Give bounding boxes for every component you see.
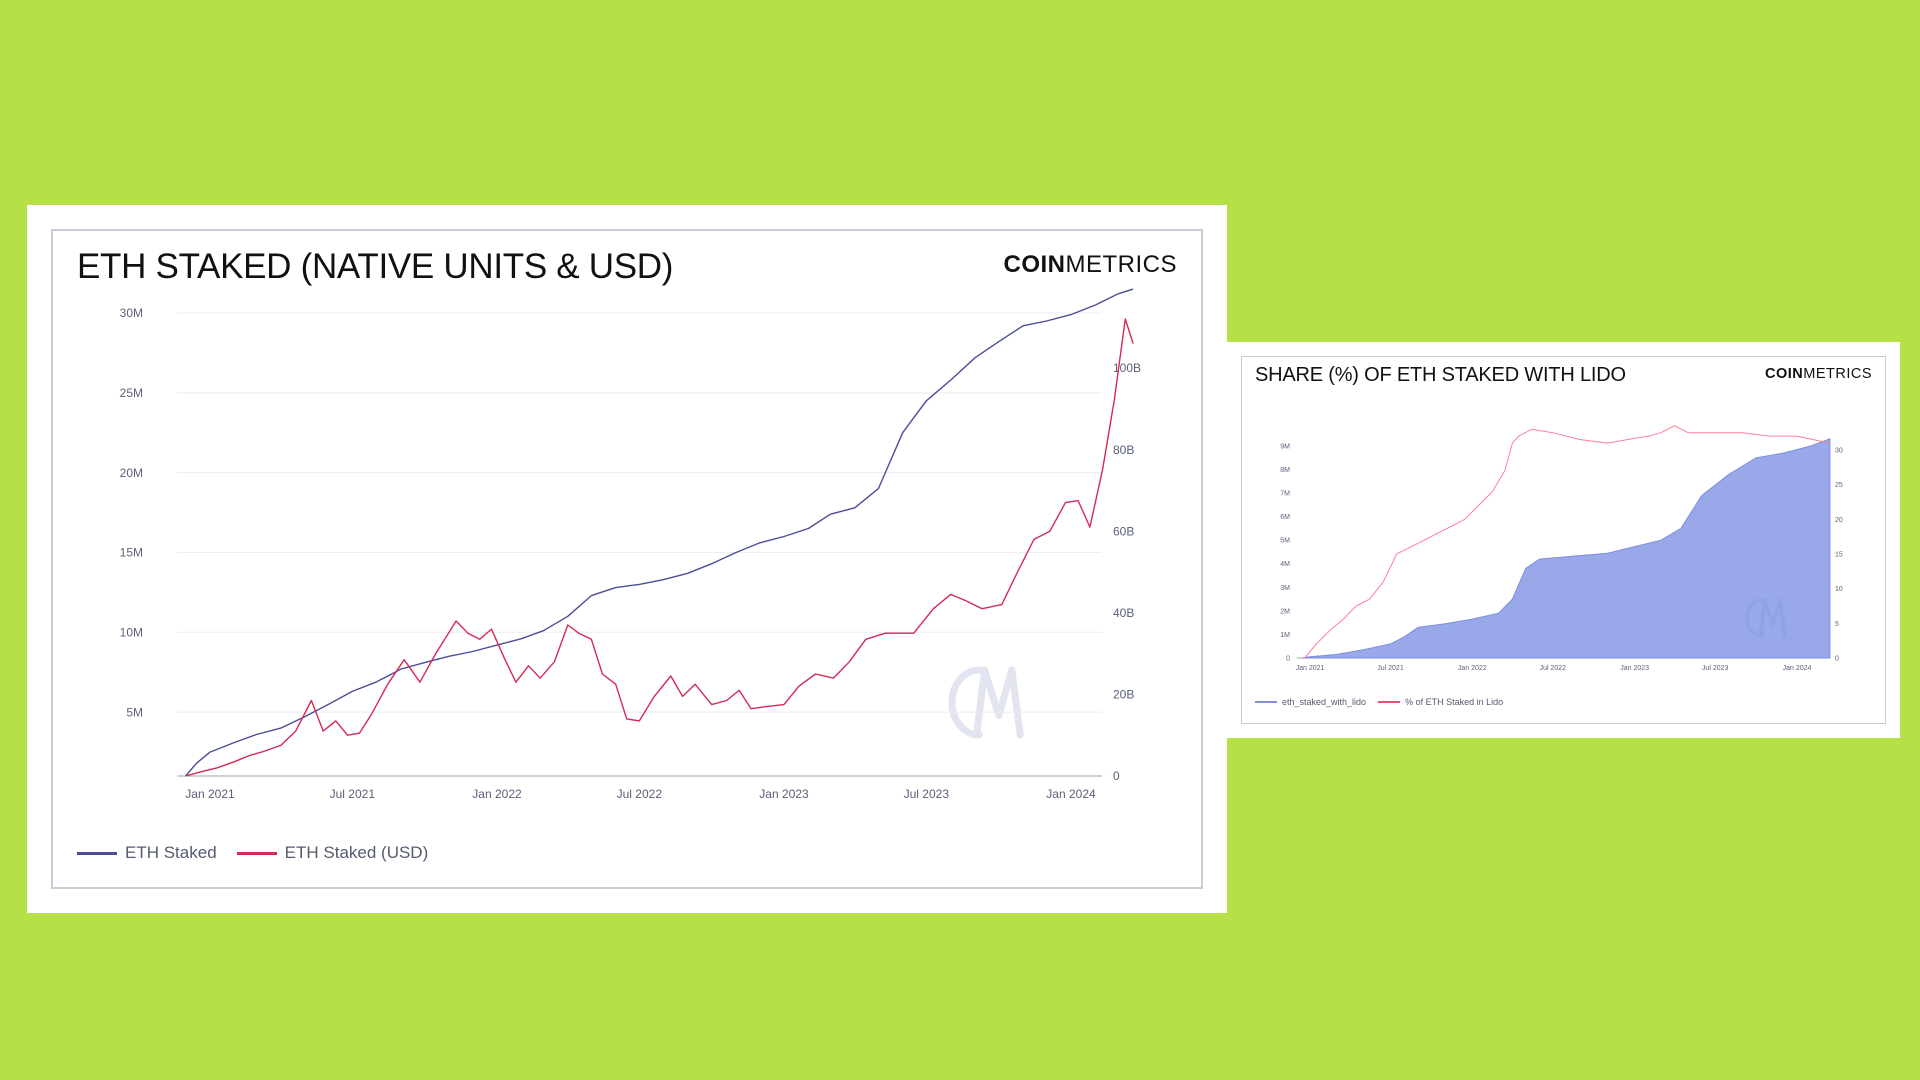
x-tick-label: Jan 2021 <box>185 787 235 801</box>
y-left-tick-label: 6M <box>1280 514 1290 521</box>
y-right-tick-label: 80B <box>1113 443 1134 457</box>
y-right-tick-label: 15 <box>1835 551 1843 558</box>
legend-swatch-pct-eth-staked-in-lido <box>1378 701 1401 703</box>
chart-title: ETH STAKED (NATIVE UNITS & USD) <box>77 247 674 286</box>
series-line-eth-staked <box>185 288 1134 777</box>
y-left-tick-label: 1M <box>1280 632 1290 639</box>
y-right-tick-label: 0 <box>1835 655 1839 662</box>
series-area-eth-staked-with-lido <box>1302 438 1831 659</box>
y-right-tick-label: 10 <box>1835 586 1843 593</box>
logo-regular-text: METRICS <box>1803 366 1872 382</box>
legend-item-eth-staked: ETH Staked <box>77 843 217 863</box>
legend-swatch-eth-staked <box>77 851 117 855</box>
coinmetrics-logo: COINMETRICS <box>1004 251 1178 279</box>
logo-bold-text: COIN <box>1003 251 1066 278</box>
y-right-tick-label: 40B <box>1113 606 1134 620</box>
y-left-tick-label: 8M <box>1280 467 1290 474</box>
cm-watermark-icon <box>948 666 1024 739</box>
chart-title: SHARE (%) OF ETH STAKED WITH LIDO <box>1255 364 1626 386</box>
legend-label-eth-staked-with-lido: eth_staked_with_lido <box>1282 697 1367 707</box>
eth-staked-plot: 5M 10M 15M 20M 25M 30M 0 20B 40B 60B 80B 100B Jan 20… <box>120 288 1141 801</box>
legend-item-eth-staked-with-lido: eth_staked_with_lido <box>1255 697 1366 707</box>
chart-frame <box>51 229 1203 889</box>
y-right-tick-label: 100B <box>1113 361 1141 375</box>
eth-staked-chart-card: ETH STAKED (NATIVE UNITS & USD) COINMETR… <box>27 205 1227 913</box>
x-tick-label: Jan 2023 <box>759 787 809 801</box>
chart-legend: ETH Staked ETH Staked (USD) <box>77 843 448 863</box>
y-left-tick-label: 25M <box>120 386 143 400</box>
y-left-tick-label: 5M <box>1280 538 1290 545</box>
y-left-tick-label: 9M <box>1280 443 1290 450</box>
y-right-tick-label: 60B <box>1113 524 1134 538</box>
legend-label-pct-eth-staked-in-lido: % of ETH Staked in Lido <box>1405 697 1504 707</box>
x-tick-label: Jul 2023 <box>1702 665 1729 672</box>
series-line-of-eth-staked-in-lido <box>1304 425 1831 659</box>
y-left-tick-label: 3M <box>1280 585 1290 592</box>
logo-regular-text: METRICS <box>1065 251 1177 278</box>
y-left-tick-label: 10M <box>120 626 143 640</box>
x-tick-label: Jan 2023 <box>1620 665 1649 672</box>
series-line-eth-staked-usd <box>185 318 1134 777</box>
x-tick-label: Jan 2021 <box>1296 665 1325 672</box>
x-tick-label: Jul 2021 <box>330 787 376 801</box>
logo-bold-text: COIN <box>1765 366 1804 382</box>
y-right-tick-label: 20 <box>1835 517 1843 524</box>
legend-item-eth-staked-usd: ETH Staked (USD) <box>236 843 429 863</box>
y-right-tick-label: 20B <box>1113 688 1134 702</box>
legend-label-eth-staked: ETH Staked <box>125 843 217 862</box>
y-left-tick-label: 7M <box>1280 491 1290 498</box>
x-tick-label: Jan 2024 <box>1046 787 1096 801</box>
x-tick-label: Jan 2022 <box>472 787 522 801</box>
legend-swatch-eth-staked-with-lido <box>1255 701 1277 703</box>
legend-swatch-eth-staked-usd <box>236 851 277 855</box>
lido-share-plot: 0 1M 2M 3M 4M 5M 6M 7M 8M 9M 0 5 10 15 20 25 30 Jan 2021 J… <box>1280 425 1843 672</box>
x-tick-label: Jul 2023 <box>904 787 950 801</box>
coinmetrics-logo: COINMETRICS <box>1765 366 1872 382</box>
y-right-tick-label: 25 <box>1835 482 1843 489</box>
x-tick-label: Jul 2021 <box>1377 665 1404 672</box>
lido-share-chart-card: SHARE (%) OF ETH STAKED WITH LIDO COINME… <box>1227 342 1900 738</box>
chart-frame <box>1241 356 1886 724</box>
y-left-tick-label: 5M <box>126 705 143 719</box>
x-tick-label: Jul 2022 <box>1540 665 1567 672</box>
y-left-tick-label: 0 <box>1286 655 1290 662</box>
y-right-tick-label: 0 <box>1113 769 1120 783</box>
y-left-tick-label: 4M <box>1280 561 1290 568</box>
y-left-tick-label: 20M <box>120 466 143 480</box>
y-left-tick-label: 2M <box>1280 608 1290 615</box>
y-right-tick-label: 5 <box>1835 621 1839 628</box>
y-left-tick-label: 30M <box>120 306 143 320</box>
legend-label-eth-staked-usd: ETH Staked (USD) <box>284 843 429 862</box>
chart-legend: eth_staked_with_lido % of ETH Staked in … <box>1255 697 1515 707</box>
legend-item-pct-eth-staked-in-lido: % of ETH Staked in Lido <box>1378 697 1503 707</box>
x-tick-label: Jul 2022 <box>617 787 663 801</box>
x-tick-label: Jan 2022 <box>1458 665 1487 672</box>
y-left-tick-label: 15M <box>120 546 143 560</box>
y-right-tick-label: 30 <box>1835 447 1843 454</box>
x-tick-label: Jan 2024 <box>1783 665 1812 672</box>
